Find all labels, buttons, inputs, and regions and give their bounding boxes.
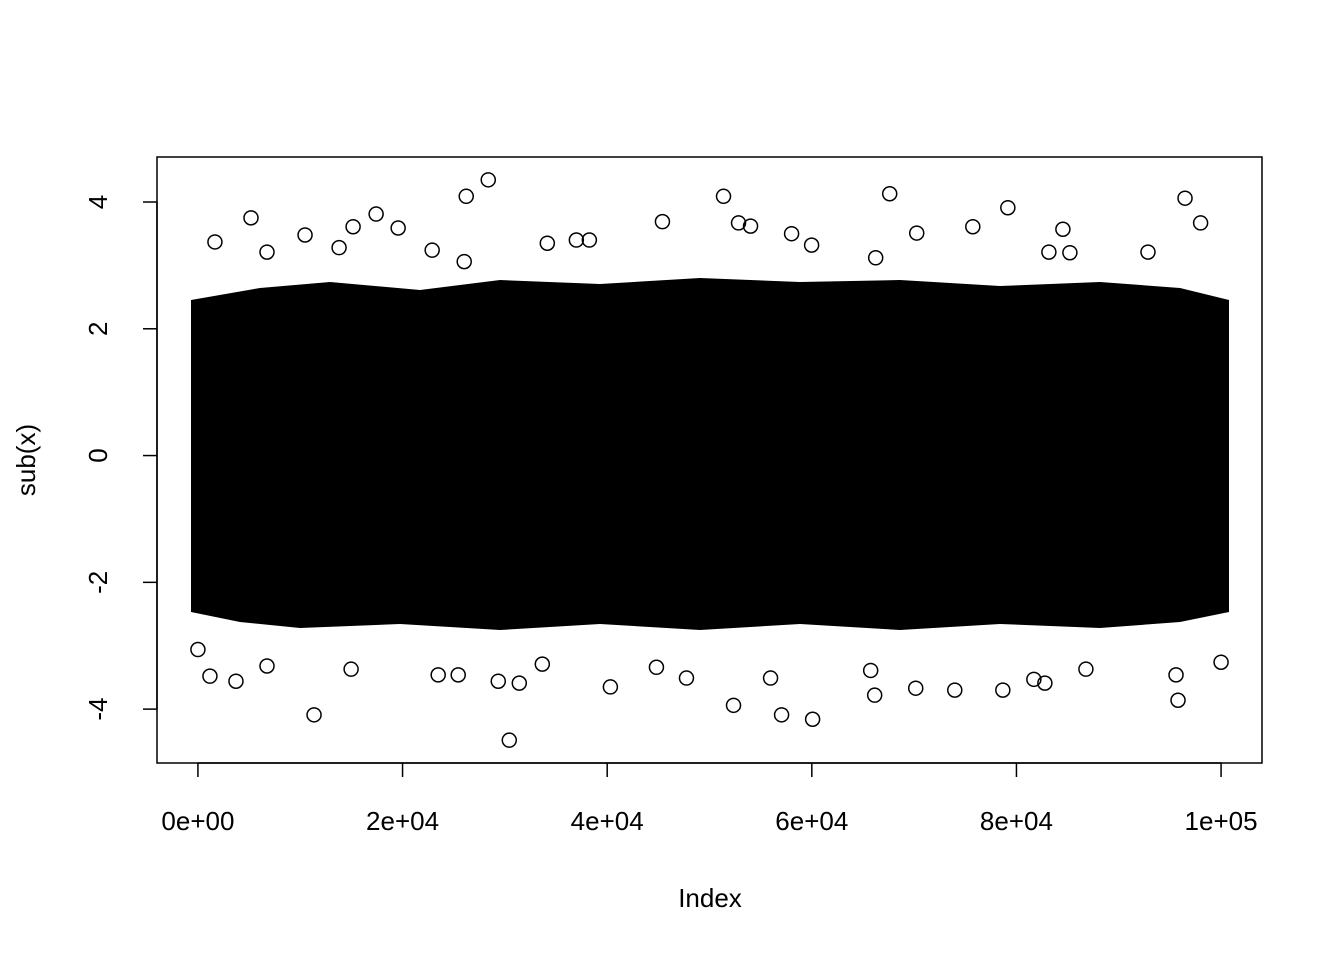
point [511,675,528,691]
point [259,244,275,260]
x-axis-label: Index [678,883,742,913]
point [1037,675,1053,691]
point [1170,692,1186,708]
x-tick-label: 2e+04 [366,806,439,836]
point [430,667,446,683]
point [1140,244,1156,260]
point [730,215,747,231]
point [995,682,1011,698]
y-tick-label: 2 [83,322,113,336]
dense-point-cloud [191,278,1229,630]
point [207,234,223,250]
point [862,662,879,679]
y-tick-label: 4 [83,195,113,209]
point [331,239,347,256]
point [568,232,585,248]
point [243,210,259,226]
point [725,697,742,714]
point [965,218,981,235]
y-tick-label: -4 [83,698,113,721]
point [368,206,384,222]
y-axis-label: sub(x) [11,424,41,496]
point [581,232,598,248]
point [648,659,665,676]
point [190,641,206,658]
point [678,670,695,686]
point [1078,661,1094,677]
point [228,673,244,689]
point [1192,215,1209,231]
point [343,661,359,677]
point [947,682,963,698]
point [803,237,820,253]
x-tick-label: 8e+04 [980,806,1053,836]
y-tick-label: 0 [83,448,113,462]
x-tick-label: 0e+00 [161,806,234,836]
point [345,218,361,235]
point [1177,190,1193,206]
point [458,188,474,205]
point [742,218,759,234]
point [390,220,406,236]
point [1026,671,1042,688]
point [783,225,800,242]
x-tick-label: 6e+04 [775,806,848,836]
point [1062,244,1078,261]
point [490,673,507,689]
point [715,188,732,205]
point [534,656,551,672]
point [867,250,884,266]
point [1055,221,1071,238]
point [480,172,497,188]
point [762,670,779,686]
y-tick-label: -2 [83,571,113,594]
point [450,667,466,683]
point [602,679,619,695]
point [424,242,440,258]
point [539,235,556,251]
point [866,687,883,703]
point [907,680,924,696]
x-tick-label: 4e+04 [571,806,644,836]
point [804,711,821,728]
point [1213,654,1229,670]
point [456,253,472,270]
point [306,707,322,723]
point [881,186,898,202]
point [1041,244,1057,260]
point [908,225,925,241]
point [654,213,671,230]
point [1168,667,1184,683]
x-tick-label: 1e+05 [1185,806,1258,836]
point [1000,199,1016,216]
point [501,732,518,748]
point [297,227,313,243]
point [202,668,218,684]
point [259,658,275,674]
point [773,707,790,723]
